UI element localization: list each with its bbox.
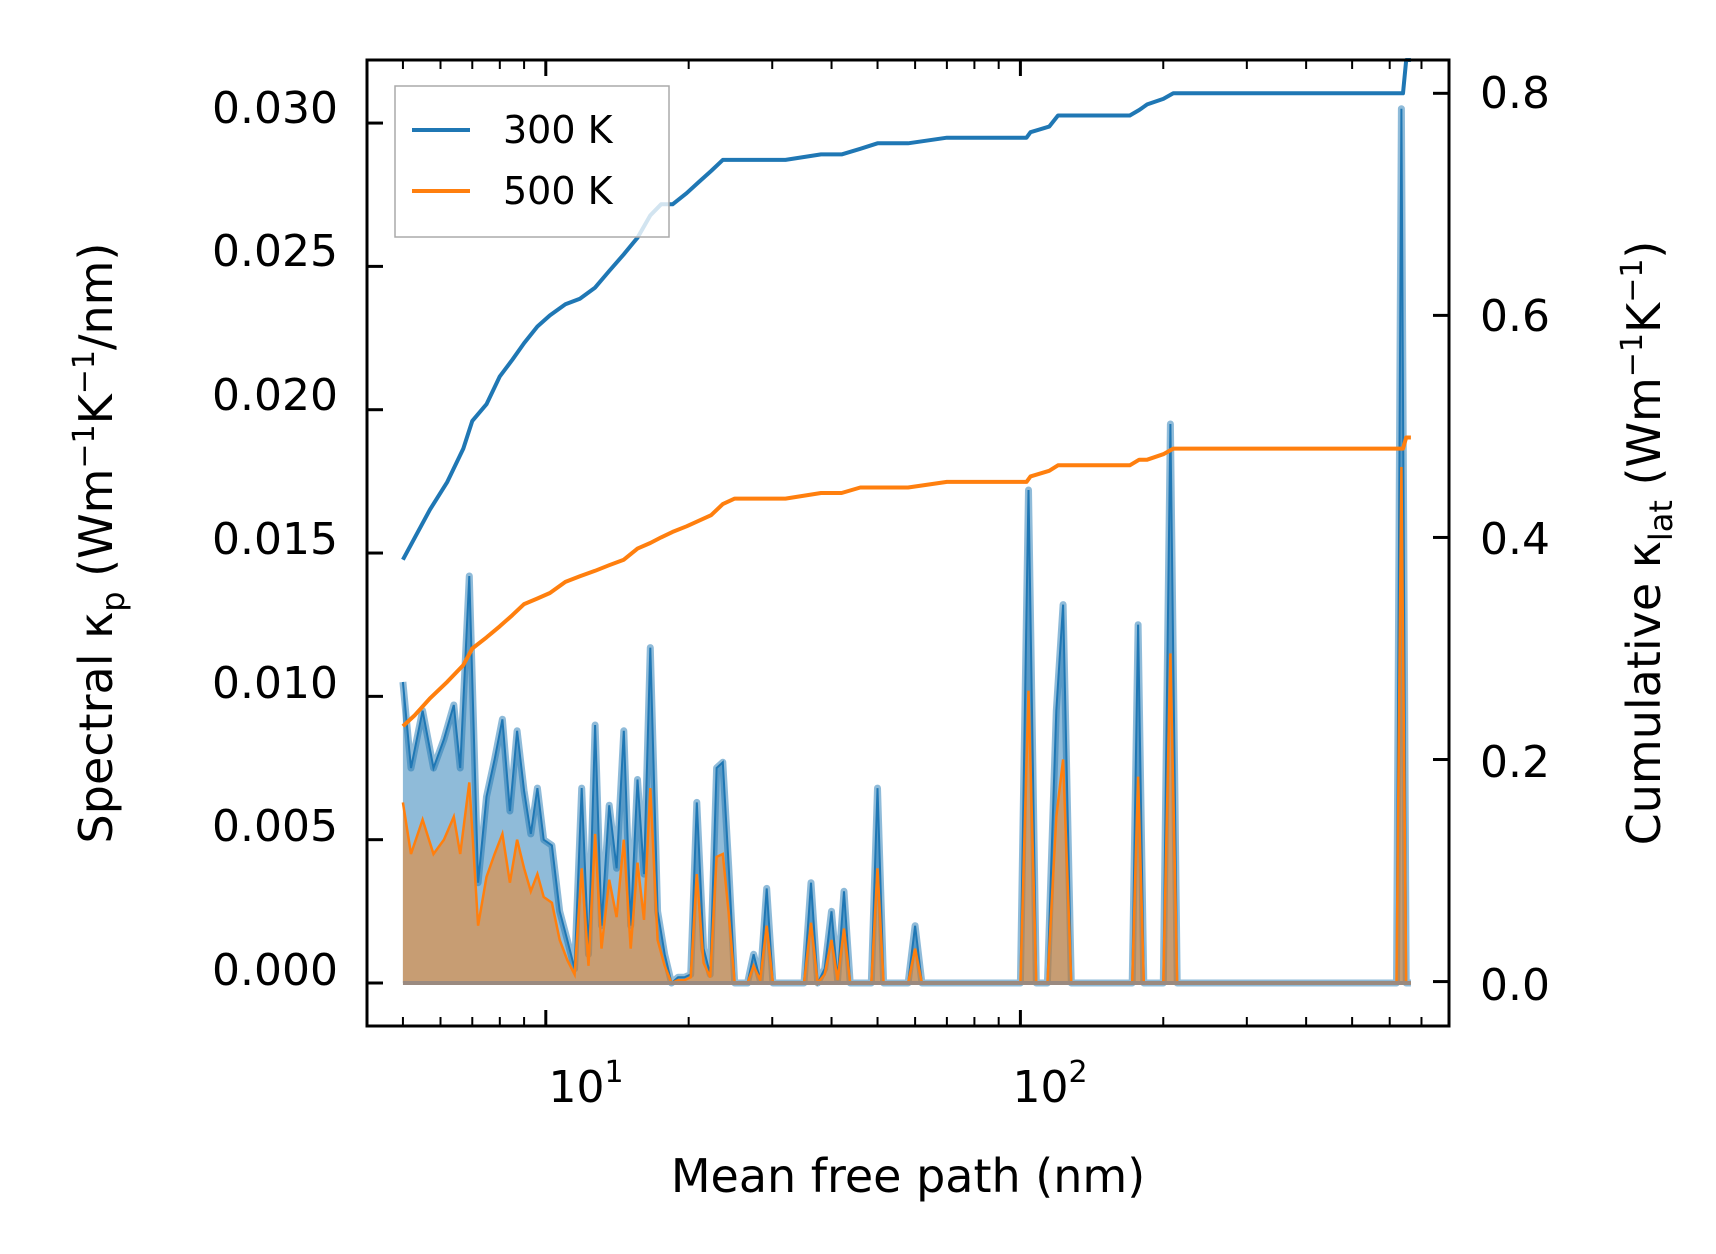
x-tick-label-1: 101 [548,1055,623,1113]
y2-axis-title-units-end: ) [1617,241,1671,259]
y2-axis-title-units: (Wm [1617,377,1671,485]
y2-tick-label: 0.2 [1480,737,1550,788]
y-axis-ticks [367,121,383,985]
x-tick-label-2: 102 [1012,1055,1087,1113]
y2-axis-title-sub: lat [1642,500,1680,541]
y-axis-title-sup: −1 [67,350,102,394]
y-axis-title-sup: −1 [67,424,102,468]
y-axis-title-units: (Wm [69,469,123,577]
y2-tick-label: 0.8 [1480,68,1550,119]
y2-axis-ticks [1433,91,1449,984]
y2-axis-title-units-mid: K [1617,301,1671,333]
y-axis-title-main: Spectral κ [69,612,123,844]
y2-axis-title-main: Cumulative κ [1617,541,1671,845]
x-tick-exponent: 2 [1068,1055,1087,1090]
legend-box [394,85,670,238]
legend-label-500k: 500 K [503,169,614,213]
y-axis-title-units-end: /nm) [69,243,123,350]
y2-tick-label: 0.0 [1480,960,1550,1011]
x-tick-base: 10 [548,1062,604,1113]
y2-axis-title-sup: −1 [1615,333,1650,377]
cumulative-300k-line [401,58,1411,561]
y2-tick-label: 0.6 [1480,291,1550,342]
y-tick-label: 0.015 [212,514,338,565]
y-axis-title-units-mid: K [69,392,123,424]
y-tick-label: 0.020 [212,370,338,421]
x-axis-title: Mean free path (nm) [671,1149,1145,1203]
spectral-500k-area [402,467,1411,983]
y-tick-label: 0.030 [212,83,338,134]
plot-frame [365,58,1451,1028]
y-tick-label: 0.000 [212,945,338,996]
legend: 300 K 500 K [394,85,670,238]
y-tick-label: 0.025 [212,226,338,277]
plot-area [399,58,1413,987]
y-tick-label: 0.005 [212,801,338,852]
y2-axis-title-sup: −1 [1615,259,1650,303]
legend-label-300k: 300 K [503,108,614,152]
x-tick-exponent: 1 [604,1055,623,1090]
x-axis-ticks [401,60,1450,1026]
x-tick-base: 10 [1012,1062,1068,1113]
y-tick-label: 0.010 [212,658,338,709]
y-axis-title: Spectral κp (Wm−1K−1/nm) [67,243,132,844]
cumulative-500k-line [401,435,1411,728]
fill-layer [399,105,1413,987]
y2-tick-label: 0.4 [1480,514,1550,565]
y2-axis-title: Cumulative κlat (Wm−1K−1) [1615,241,1680,846]
y-axis-title-sub: p [94,591,132,611]
line-layer [401,58,1411,728]
